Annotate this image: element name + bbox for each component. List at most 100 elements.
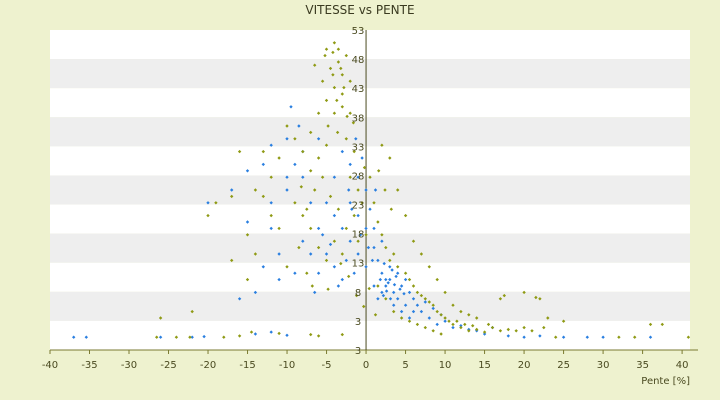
x-tick-label: -40 (42, 360, 58, 371)
data-point-olive (155, 335, 159, 339)
data-point-blue (301, 239, 305, 243)
data-point-olive (324, 47, 329, 51)
data-point-blue (245, 220, 250, 224)
data-point-olive (384, 245, 388, 250)
x-tick-label: 40 (676, 360, 689, 371)
data-point-olive (332, 85, 337, 90)
data-point-olive (332, 41, 337, 45)
y-tick-label: 3 (355, 346, 361, 357)
data-point-blue (585, 335, 589, 339)
y-tick-label: 43 (352, 84, 365, 95)
plot-band (50, 320, 690, 350)
x-tick-label: -25 (160, 360, 176, 371)
x-tick-label: 15 (478, 360, 491, 371)
x-tick-label: 0 (363, 360, 369, 371)
x-tick-label: 20 (518, 360, 531, 371)
plot-band (50, 291, 690, 321)
data-point-olive (331, 73, 335, 77)
data-point-olive (686, 335, 691, 339)
data-point-olive (342, 85, 346, 90)
data-point-blue (366, 245, 371, 250)
data-point-olive (222, 335, 226, 339)
data-point-olive (237, 149, 242, 154)
data-point-olive (376, 220, 380, 224)
plot-band (50, 88, 690, 118)
data-point-blue (380, 239, 384, 243)
data-point-olive (323, 53, 327, 58)
data-point-olive (316, 111, 321, 115)
y-tick-label: 38 (352, 113, 365, 124)
data-point-olive (332, 111, 337, 115)
data-point-blue (340, 149, 344, 154)
data-point-olive (301, 149, 305, 154)
plot-band (50, 117, 690, 147)
data-point-olive (336, 47, 341, 51)
data-point-blue (230, 188, 234, 192)
data-point-olive (336, 60, 341, 64)
y-tick-label: 28 (352, 171, 365, 182)
data-point-olive (389, 207, 393, 211)
data-point-blue (84, 335, 88, 339)
data-point-olive (230, 258, 234, 263)
x-tick-label: 25 (557, 360, 570, 371)
data-point-olive (633, 335, 637, 339)
data-point-blue (332, 213, 337, 218)
plot-band (50, 30, 690, 60)
plot-band (50, 59, 690, 89)
data-point-olive (158, 316, 163, 320)
y-tick-label: 13 (352, 259, 365, 270)
y-tick-label: 23 (352, 201, 365, 212)
data-point-olive (320, 79, 325, 83)
data-point-blue (648, 335, 653, 339)
data-point-olive (344, 137, 348, 141)
plot-area (50, 30, 690, 350)
x-tick-label: -20 (200, 360, 216, 371)
data-point-olive (351, 121, 356, 125)
data-point-olive (348, 79, 352, 83)
data-point-olive (245, 233, 250, 237)
data-point-blue (245, 169, 250, 173)
data-point-olive (339, 66, 343, 71)
y-tick-label: 8 (355, 288, 361, 299)
x-axis-label: Pente [%] (641, 376, 690, 387)
data-point-olive (293, 201, 297, 205)
chart-title: VITESSE vs PENTE (305, 3, 414, 17)
y-tick-label: 53 (352, 26, 365, 37)
x-tick-label: -35 (81, 360, 97, 371)
data-point-blue (350, 207, 354, 211)
y-tick-label: 48 (352, 55, 365, 66)
data-point-olive (335, 98, 339, 103)
data-point-olive (554, 335, 558, 339)
plot-band (50, 146, 690, 176)
data-point-olive (340, 92, 344, 96)
x-axis-ticks: -40 -35 -30 -25 -20 -15 -10 -5 0 5 10 15 20 25 30 35 40 (42, 350, 689, 371)
x-tick-label: 10 (439, 360, 452, 371)
data-point-olive (174, 335, 179, 339)
data-point-olive (546, 316, 550, 320)
data-point-blue (301, 175, 305, 179)
data-point-olive (340, 73, 344, 77)
data-point-blue (206, 201, 210, 205)
data-point-blue (190, 335, 194, 339)
data-point-olive (188, 335, 192, 339)
data-point-olive (190, 309, 194, 314)
data-point-blue (202, 334, 206, 339)
data-point-blue (340, 226, 344, 231)
data-point-olive (214, 201, 218, 205)
data-point-blue (158, 335, 163, 339)
data-point-olive (542, 325, 546, 330)
data-point-olive (245, 277, 250, 282)
data-point-olive (285, 124, 289, 128)
x-tick-label: 35 (636, 360, 649, 371)
y-tick-label: 18 (352, 230, 365, 241)
plot-band (50, 262, 690, 292)
data-point-olive (297, 245, 301, 250)
x-tick-label: -10 (279, 360, 295, 371)
data-point-olive (380, 233, 384, 237)
data-point-olive (380, 143, 384, 147)
data-point-olive (305, 207, 309, 211)
data-point-olive (388, 156, 392, 160)
y-tick-label: 33 (352, 142, 365, 153)
